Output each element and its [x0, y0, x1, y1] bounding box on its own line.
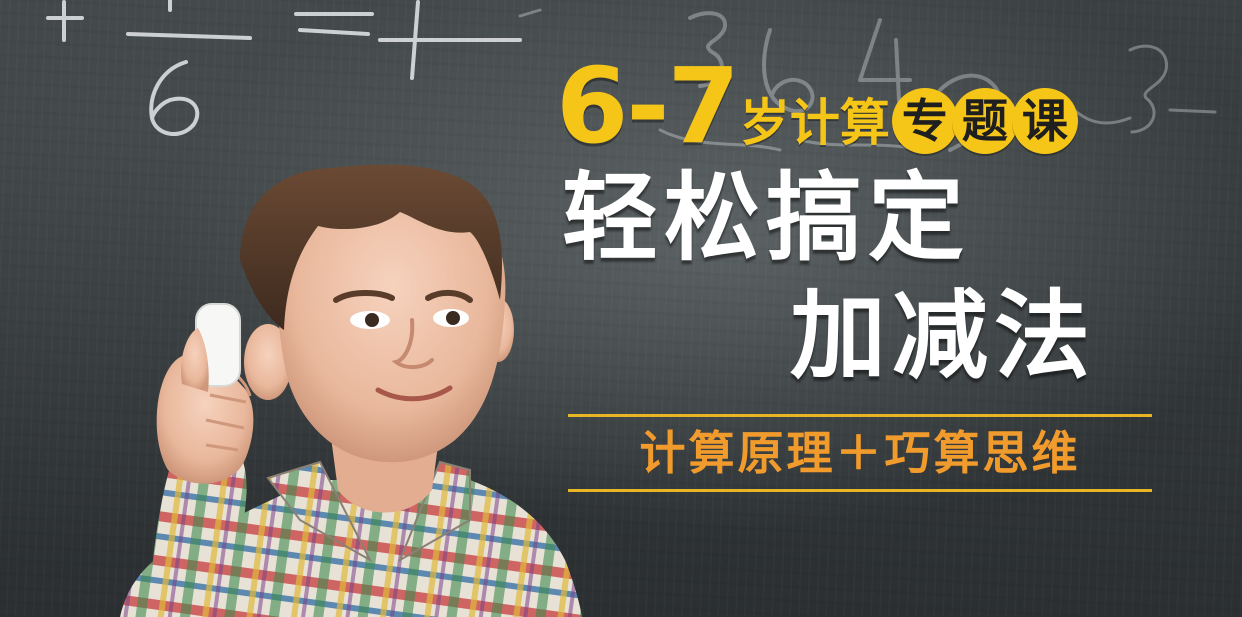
title-line-2: 加减法 [790, 280, 1096, 392]
subtitle-bottom-rule [568, 489, 1152, 492]
badge-char-2: 题 [951, 88, 1018, 154]
badge-char-3: 课 [1011, 88, 1078, 154]
headline-age-line: 6-7 岁计算 专 题 课 [556, 28, 1078, 167]
hair [240, 164, 502, 330]
topic-course-badges: 专 题 课 [891, 88, 1078, 154]
subtitle: 计算原理＋巧算思维 [639, 426, 1081, 480]
subtitle-top-rule [568, 414, 1152, 417]
title-line-1: 轻松搞定 [562, 162, 970, 274]
age-range: 6-7 [556, 45, 740, 167]
age-suffix: 岁计算 [739, 94, 890, 152]
badge-char-1: 专 [891, 88, 958, 154]
